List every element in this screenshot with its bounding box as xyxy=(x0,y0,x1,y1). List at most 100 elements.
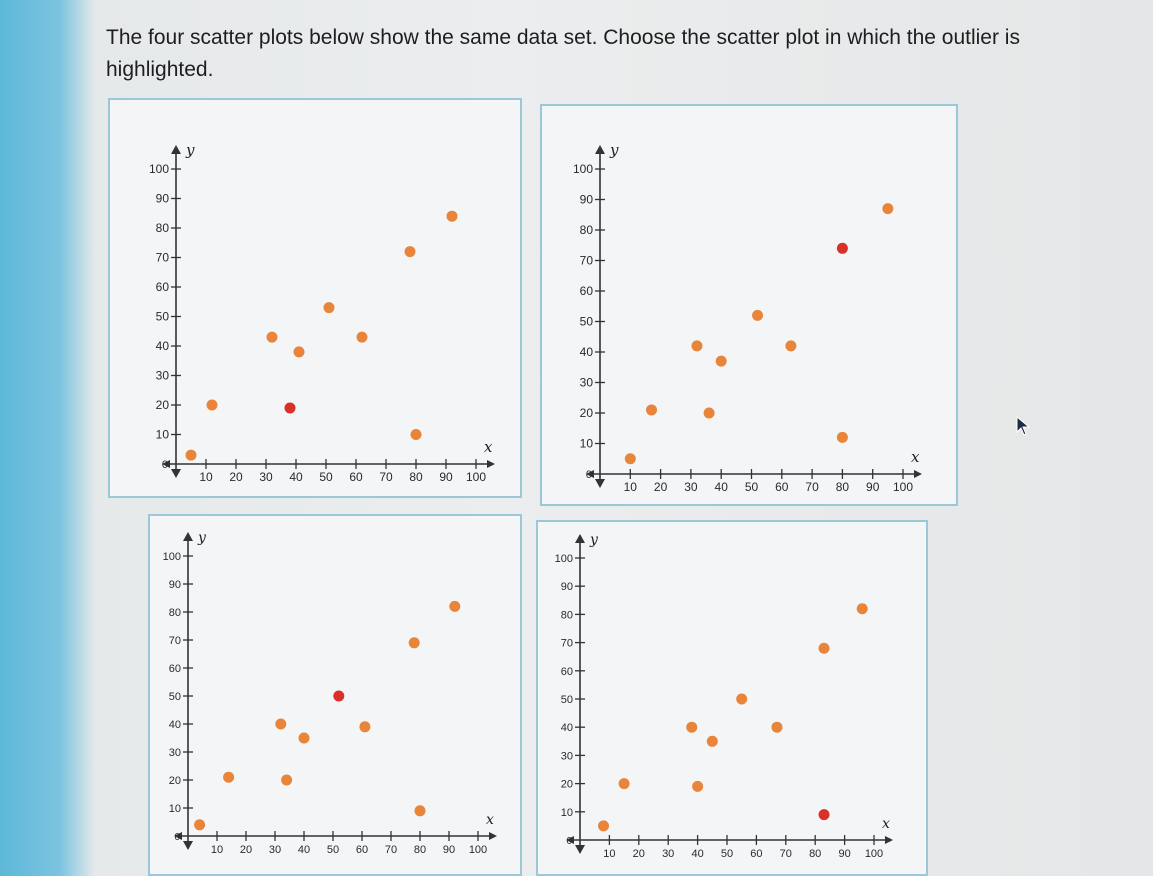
x-axis-arrow-left xyxy=(162,460,170,468)
y-tick-label: 100 xyxy=(555,553,573,565)
y-tick-label: 90 xyxy=(561,581,573,593)
y-axis-label: y xyxy=(197,530,207,546)
data-point xyxy=(598,820,610,832)
x-tick-label: 60 xyxy=(775,480,789,494)
y-tick-label: 80 xyxy=(169,607,181,619)
origin-label: 0 xyxy=(162,459,168,471)
y-tick-label: 20 xyxy=(580,406,594,420)
scatter-plot-option-b[interactable]: 10 20 30 40 50 60 70 80 90 100 10 20 30 40 50 60 70 80 90 1… xyxy=(540,104,958,506)
x-tick-label: 90 xyxy=(866,480,880,494)
data-point xyxy=(646,404,658,416)
x-tick-label: 60 xyxy=(750,848,762,860)
y-tick-label: 80 xyxy=(580,223,594,237)
y-axis-arrow-down xyxy=(183,841,193,850)
y-tick-label: 70 xyxy=(156,251,170,265)
highlighted-outlier-point xyxy=(333,690,345,702)
mouse-pointer-icon xyxy=(1016,416,1030,436)
x-tick-label: 90 xyxy=(443,844,455,856)
y-tick-label: 40 xyxy=(156,339,170,353)
y-tick-label: 100 xyxy=(163,551,181,563)
highlighted-outlier-point xyxy=(836,242,848,254)
y-axis-arrow-down xyxy=(595,479,605,488)
scatter-plot-a: 10 20 30 40 50 60 70 80 90 100 10 20 30 40 50 60 70 80 90 1… xyxy=(149,141,495,484)
data-point xyxy=(856,603,868,615)
y-tick-label: 40 xyxy=(580,345,594,359)
y-axis-arrow-down xyxy=(575,845,585,854)
data-point xyxy=(281,774,293,786)
y-tick-label: 40 xyxy=(169,719,181,731)
y-tick-label: 20 xyxy=(561,779,573,791)
scatter-plot-d: 10 20 30 40 50 60 70 80 90 100 10 20 30 40 50 60 70 80 90 1… xyxy=(555,532,893,860)
y-tick-label: 50 xyxy=(561,694,573,706)
x-tick-label: 30 xyxy=(662,848,674,860)
data-point xyxy=(414,805,426,817)
y-tick-label: 10 xyxy=(561,807,573,819)
x-tick-label: 50 xyxy=(745,480,759,494)
x-tick-label: 80 xyxy=(414,844,426,856)
y-tick-label: 50 xyxy=(156,310,170,324)
y-tick-label: 30 xyxy=(580,376,594,390)
x-tick-label: 40 xyxy=(691,848,703,860)
data-point xyxy=(408,637,420,649)
y-tick-label: 10 xyxy=(580,437,594,451)
question-text: The four scatter plots below show the sa… xyxy=(106,26,1020,81)
data-point xyxy=(785,340,797,352)
x-axis-label: x xyxy=(882,816,890,832)
x-tick-label: 100 xyxy=(865,848,883,860)
y-tick-label: 50 xyxy=(580,315,594,329)
y-tick-label: 30 xyxy=(156,369,170,383)
y-tick-label: 20 xyxy=(169,775,181,787)
x-tick-label: 50 xyxy=(721,848,733,860)
y-tick-label: 20 xyxy=(156,398,170,412)
origin-label: 0 xyxy=(566,836,572,847)
y-tick-label: 90 xyxy=(156,192,170,206)
x-tick-label: 40 xyxy=(289,470,303,484)
data-point xyxy=(618,778,630,790)
data-point xyxy=(836,431,848,443)
x-tick-label: 90 xyxy=(439,470,453,484)
data-point xyxy=(449,600,461,612)
scatter-plot-c: 10 20 30 40 50 60 70 80 90 100 10 20 30 40 50 60 70 80 90 1… xyxy=(163,530,497,856)
scatter-plot-b: 10 20 30 40 50 60 70 80 90 100 10 20 30 40 50 60 70 80 90 1… xyxy=(573,141,922,494)
data-point xyxy=(686,721,698,733)
data-point xyxy=(703,407,715,419)
x-axis-arrow-right xyxy=(487,460,495,468)
y-axis-label: y xyxy=(185,141,195,159)
x-axis-label: x xyxy=(911,448,920,466)
data-point xyxy=(410,429,422,440)
y-tick-label: 80 xyxy=(156,221,170,235)
x-tick-label: 70 xyxy=(780,848,792,860)
scatter-plot-option-c[interactable]: 10 20 30 40 50 60 70 80 90 100 10 20 30 40 50 60 70 80 90 1… xyxy=(148,514,522,876)
y-tick-label: 60 xyxy=(580,284,594,298)
y-tick-label: 10 xyxy=(156,428,170,442)
data-point xyxy=(624,453,636,465)
y-tick-label: 50 xyxy=(169,691,181,703)
data-point xyxy=(715,355,727,367)
x-tick-label: 90 xyxy=(838,848,850,860)
data-point xyxy=(356,331,368,343)
data-point xyxy=(206,399,218,411)
y-axis-arrow-up xyxy=(171,145,181,154)
x-tick-label: 40 xyxy=(715,480,729,494)
x-tick-label: 100 xyxy=(893,480,913,494)
x-tick-label: 10 xyxy=(211,844,223,856)
y-tick-label: 70 xyxy=(580,254,594,268)
x-axis-label: x xyxy=(486,812,494,828)
x-tick-label: 10 xyxy=(603,848,615,860)
origin-label: 0 xyxy=(174,832,180,843)
scatter-plot-option-a[interactable]: 10 20 30 40 50 60 70 80 90 100 10 20 30 40 50 60 70 80 90 1… xyxy=(108,98,522,498)
data-point xyxy=(692,780,704,792)
x-tick-label: 60 xyxy=(349,470,363,484)
scatter-plot-option-d[interactable]: 10 20 30 40 50 60 70 80 90 100 10 20 30 40 50 60 70 80 90 1… xyxy=(536,520,928,876)
x-tick-label: 50 xyxy=(327,844,339,856)
data-point xyxy=(293,346,305,358)
x-tick-label: 30 xyxy=(259,470,273,484)
y-tick-label: 60 xyxy=(561,666,573,678)
data-point xyxy=(691,340,703,352)
x-tick-label: 100 xyxy=(466,470,486,484)
x-tick-label: 70 xyxy=(379,470,393,484)
y-tick-label: 100 xyxy=(149,162,169,176)
x-axis-arrow-left xyxy=(174,832,182,840)
x-tick-label: 80 xyxy=(809,848,821,860)
data-point xyxy=(298,732,310,744)
